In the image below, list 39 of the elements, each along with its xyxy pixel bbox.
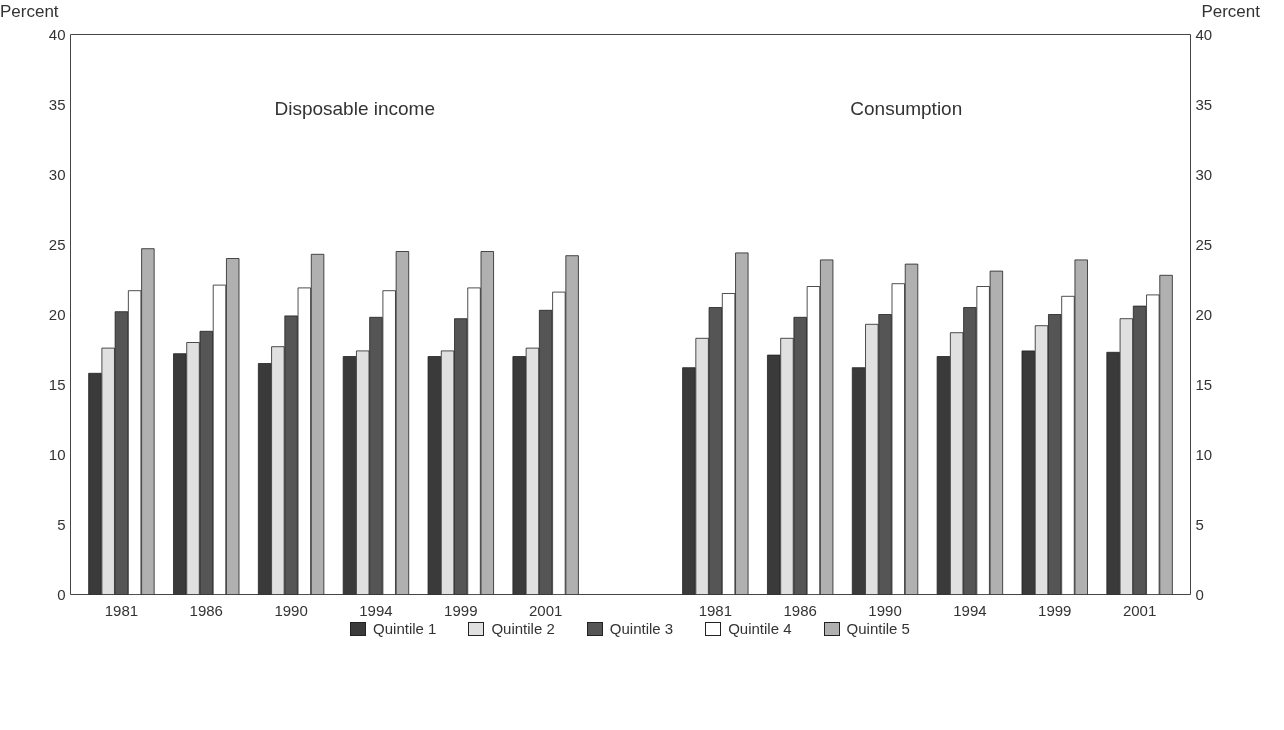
- y2-tick-label: 35: [1195, 95, 1213, 113]
- y-tick-label: 40: [48, 25, 66, 43]
- x-tick-label: 2001: [528, 601, 563, 619]
- x-tick-label: 1981: [698, 601, 733, 619]
- legend-label: Quintile 1: [372, 619, 437, 639]
- x-tick-label: 1999: [1038, 601, 1072, 619]
- x-tick-label: 1981: [104, 601, 139, 619]
- y2-tick-label: 15: [1195, 375, 1213, 393]
- y-tick-label: 25: [48, 235, 66, 253]
- x-tick-label: 1986: [783, 601, 817, 619]
- legend-label: Quintile 3: [608, 619, 674, 639]
- y-tick-label: 5: [57, 515, 66, 533]
- x-tick-label: 1986: [189, 601, 223, 619]
- x-tick-label: 1999: [444, 601, 478, 619]
- y2-tick-label: 20: [1195, 305, 1213, 323]
- x-tick-label: 1994: [953, 601, 987, 619]
- legend-label: Quintile 5: [845, 619, 910, 639]
- y-tick-label: 30: [48, 165, 66, 183]
- y2-tick-label: 25: [1195, 235, 1213, 253]
- y2-tick-label: 0: [1195, 585, 1204, 603]
- legend-label: Quintile 4: [727, 619, 792, 639]
- y-tick-label: 35: [48, 95, 66, 113]
- y2-tick-label: 30: [1195, 165, 1213, 183]
- legend-label: Quintile 2: [490, 619, 555, 639]
- y-tick-label: 0: [57, 585, 66, 603]
- y2-tick-label: 40: [1195, 25, 1213, 43]
- x-tick-label: 1990: [274, 601, 308, 619]
- x-tick-label: 2001: [1122, 601, 1157, 619]
- y2-axis-title: Percent: [1201, 1, 1260, 23]
- y2-tick-label: 5: [1195, 515, 1204, 533]
- x-tick-label: 1994: [359, 601, 393, 619]
- y-tick-label: 10: [48, 445, 66, 463]
- y-tick-label: 20: [48, 305, 66, 323]
- annotation: Disposable income: [274, 97, 436, 119]
- annotation: Consumption: [850, 97, 963, 119]
- y-tick-label: 15: [48, 375, 66, 393]
- y2-tick-label: 10: [1195, 445, 1213, 463]
- y-axis-title: Percent: [0, 1, 59, 23]
- x-tick-label: 1990: [868, 601, 902, 619]
